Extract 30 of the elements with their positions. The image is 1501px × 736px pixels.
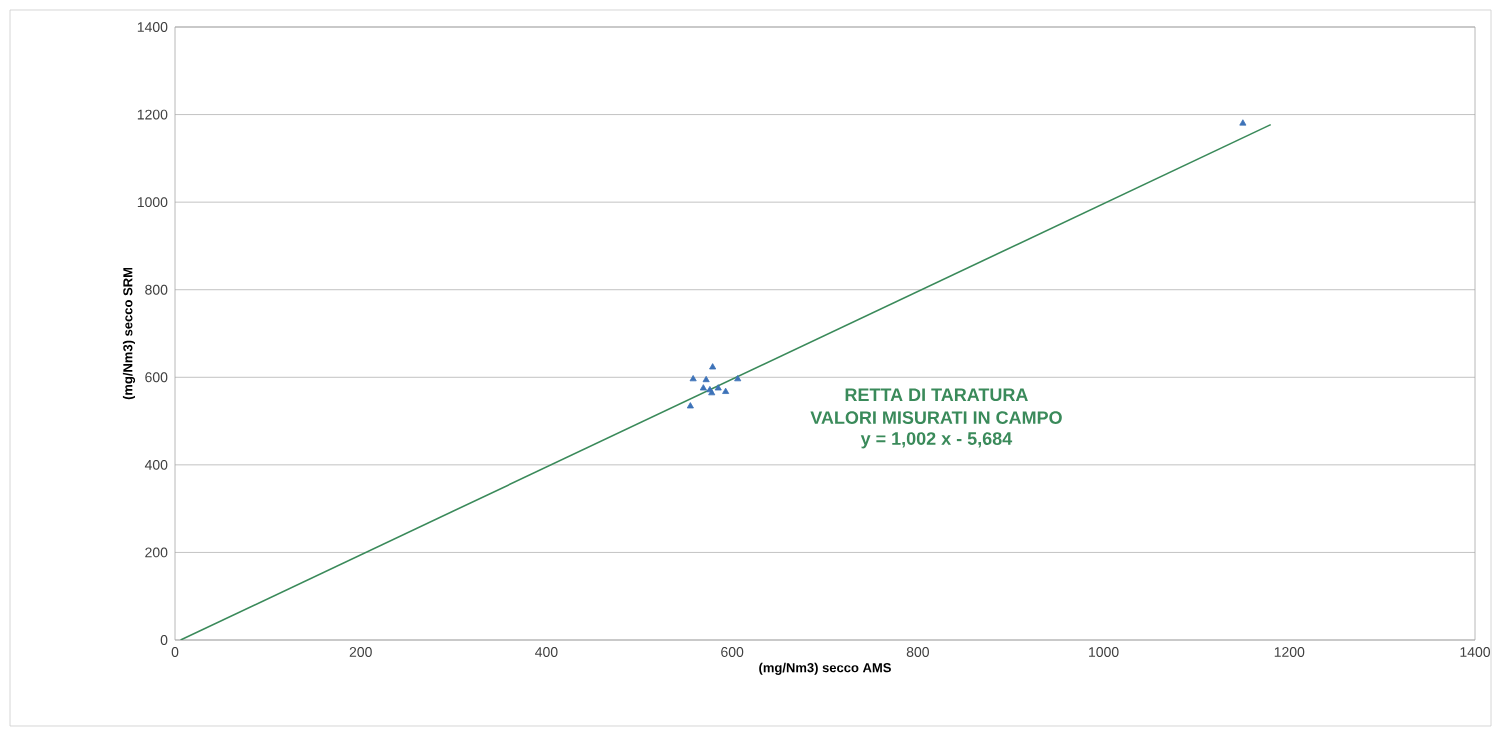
x-tick-label: 600 bbox=[721, 647, 744, 657]
annotation: RETTA DI TARATURA bbox=[845, 388, 1028, 402]
point bbox=[686, 402, 694, 409]
x-axis-title: (mg/Nm3) secco AMS bbox=[759, 662, 891, 675]
x-tick-label: 400 bbox=[535, 647, 558, 657]
y-tick-label: 800 bbox=[145, 284, 168, 295]
x-tick-label: 1200 bbox=[1274, 647, 1305, 657]
y-tick-label: 200 bbox=[145, 547, 168, 558]
x-tick-label: 1400 bbox=[1460, 647, 1491, 657]
x-tick-label: 200 bbox=[349, 647, 372, 657]
y-tick-label: 1400 bbox=[137, 22, 168, 32]
y-tick-label: 400 bbox=[144, 459, 168, 470]
point bbox=[722, 387, 730, 394]
point bbox=[734, 375, 742, 382]
annotation: y = 1,002 x - 5,684 bbox=[860, 432, 1013, 449]
point bbox=[709, 363, 717, 370]
y-tick-label: 1000 bbox=[137, 197, 168, 208]
point bbox=[699, 384, 707, 391]
x-tick-label: 1000 bbox=[1089, 647, 1119, 657]
y-tick-label: 1200 bbox=[137, 109, 168, 120]
point bbox=[1239, 119, 1247, 126]
point bbox=[689, 375, 697, 382]
y-tick-label: 600 bbox=[145, 372, 168, 383]
point bbox=[702, 375, 710, 383]
annotation: VALORI MISURATI IN CAMPO bbox=[810, 411, 1062, 424]
point bbox=[714, 384, 722, 391]
x-tick-label: 0 bbox=[171, 647, 179, 657]
y-tick-label: 0 bbox=[160, 635, 168, 645]
x-tick-label: 800 bbox=[906, 647, 929, 657]
y-axis-title: (mg/Nm3) secco SRM bbox=[122, 267, 136, 400]
